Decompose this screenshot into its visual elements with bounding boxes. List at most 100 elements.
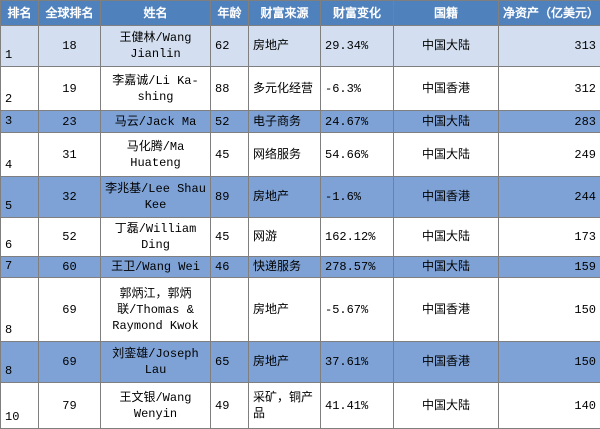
table-cell: 马化腾/Ma Huateng xyxy=(100,132,211,177)
table-cell: 29.34% xyxy=(320,24,394,68)
table-cell: 173 xyxy=(498,217,600,258)
table-cell: 房地产 xyxy=(248,175,321,219)
table-cell: 中国大陆 xyxy=(393,217,499,258)
table-cell: 中国香港 xyxy=(393,66,499,111)
header-cell: 财富来源 xyxy=(248,0,321,26)
table-cell: 3 xyxy=(0,109,39,134)
table-cell: 采矿，铜产品 xyxy=(248,382,321,429)
table-body: 1 18 王健林/Wang Jianlin 62 房地产 29.34% 中国大陆 313 2 19… xyxy=(0,24,600,429)
table-cell: 54.66% xyxy=(320,132,394,177)
header-cell: 排名 xyxy=(0,0,39,26)
table-cell: 王健林/Wang Jianlin xyxy=(100,24,211,68)
table-cell: 41.41% xyxy=(320,382,394,429)
table-row: 6 52 丁磊/William Ding 45 网游 162.12% 中国大陆 173 xyxy=(0,217,600,258)
table-cell: 中国大陆 xyxy=(393,256,499,279)
table-cell: 7 xyxy=(0,256,39,279)
header-cell: 姓名 xyxy=(100,0,211,26)
table-cell: 李兆基/Lee Shau Kee xyxy=(100,175,211,219)
table-cell: 5 xyxy=(0,175,39,219)
table-cell: 23 xyxy=(38,109,101,134)
table-cell: 丁磊/William Ding xyxy=(100,217,211,258)
table-cell: 162.12% xyxy=(320,217,394,258)
table-cell: 中国香港 xyxy=(393,277,499,343)
table-cell: 313 xyxy=(498,24,600,68)
table-cell: 中国大陆 xyxy=(393,382,499,429)
table-cell: 房地产 xyxy=(248,24,321,68)
table-cell: 中国香港 xyxy=(393,341,499,384)
table-cell: 45 xyxy=(210,217,249,258)
table-cell: 10 xyxy=(0,382,39,429)
table-cell: 6 xyxy=(0,217,39,258)
header-cell: 财富变化 xyxy=(320,0,394,26)
table-cell: 32 xyxy=(38,175,101,219)
table-cell: 283 xyxy=(498,109,600,134)
table-cell: 李嘉诚/Li Ka-shing xyxy=(100,66,211,111)
table-row: 8 69 刘銮雄/Joseph Lau 65 房地产 37.61% 中国香港 150 xyxy=(0,341,600,384)
header-cell: 国籍 xyxy=(393,0,499,26)
table-cell: -5.67% xyxy=(320,277,394,343)
table-row: 3 23 马云/Jack Ma 52 电子商务 24.67% 中国大陆 283 xyxy=(0,109,600,134)
table-cell: 房地产 xyxy=(248,277,321,343)
table-cell: 多元化经营 xyxy=(248,66,321,111)
table-cell: 中国大陆 xyxy=(393,109,499,134)
table-cell: 4 xyxy=(0,132,39,177)
table-cell: 244 xyxy=(498,175,600,219)
table-cell: 网络服务 xyxy=(248,132,321,177)
table-cell: 60 xyxy=(38,256,101,279)
table-cell: 312 xyxy=(498,66,600,111)
table-cell: 37.61% xyxy=(320,341,394,384)
table-row: 4 31 马化腾/Ma Huateng 45 网络服务 54.66% 中国大陆 249 xyxy=(0,132,600,177)
table-cell: 52 xyxy=(210,109,249,134)
table-cell: 王卫/Wang Wei xyxy=(100,256,211,279)
table-cell: 150 xyxy=(498,277,600,343)
header-cell: 年龄 xyxy=(210,0,249,26)
table-cell: 2 xyxy=(0,66,39,111)
table-row: 8 69 郭炳江，郭炳联/Thomas & Raymond Kwok 房地产 -5.67… xyxy=(0,277,600,343)
table-cell: 49 xyxy=(210,382,249,429)
table-cell: 郭炳江，郭炳联/Thomas & Raymond Kwok xyxy=(100,277,211,343)
table-cell: 快递服务 xyxy=(248,256,321,279)
table-cell: 电子商务 xyxy=(248,109,321,134)
table-cell: 王文银/Wang Wenyin xyxy=(100,382,211,429)
table-cell: 69 xyxy=(38,341,101,384)
table-cell: 8 xyxy=(0,341,39,384)
table-cell: 150 xyxy=(498,341,600,384)
table-row: 7 60 王卫/Wang Wei 46 快递服务 278.57% 中国大陆 159 xyxy=(0,256,600,279)
table-cell: 159 xyxy=(498,256,600,279)
table-cell: 249 xyxy=(498,132,600,177)
table-cell: 45 xyxy=(210,132,249,177)
table-cell: 140 xyxy=(498,382,600,429)
table-row: 5 32 李兆基/Lee Shau Kee 89 房地产 -1.6% 中国香港 244 xyxy=(0,175,600,219)
table-cell: 中国大陆 xyxy=(393,24,499,68)
table-cell: 房地产 xyxy=(248,341,321,384)
table-row: 1 18 王健林/Wang Jianlin 62 房地产 29.34% 中国大陆 313 xyxy=(0,24,600,68)
header-cell: 全球排名 xyxy=(38,0,101,26)
table-cell: 31 xyxy=(38,132,101,177)
table-cell: 62 xyxy=(210,24,249,68)
table-cell: 65 xyxy=(210,341,249,384)
table-cell: 中国香港 xyxy=(393,175,499,219)
table-row: 2 19 李嘉诚/Li Ka-shing 88 多元化经营 -6.3% 中国香港 312 xyxy=(0,66,600,111)
table-cell: 刘銮雄/Joseph Lau xyxy=(100,341,211,384)
table-cell: 88 xyxy=(210,66,249,111)
table-cell: 79 xyxy=(38,382,101,429)
table-cell xyxy=(210,277,249,343)
table-cell: 69 xyxy=(38,277,101,343)
table-cell: 89 xyxy=(210,175,249,219)
table-cell: -6.3% xyxy=(320,66,394,111)
table-cell: 马云/Jack Ma xyxy=(100,109,211,134)
table-cell: 24.67% xyxy=(320,109,394,134)
table-cell: 中国大陆 xyxy=(393,132,499,177)
table-cell: 278.57% xyxy=(320,256,394,279)
table-cell: -1.6% xyxy=(320,175,394,219)
table-cell: 18 xyxy=(38,24,101,68)
table-cell: 1 xyxy=(0,24,39,68)
table-cell: 19 xyxy=(38,66,101,111)
table-row: 10 79 王文银/Wang Wenyin 49 采矿，铜产品 41.41% 中国大陆 140 xyxy=(0,382,600,429)
table-cell: 网游 xyxy=(248,217,321,258)
table-cell: 52 xyxy=(38,217,101,258)
table-cell: 8 xyxy=(0,277,39,343)
header-row: 排名 全球排名 姓名 年龄 财富来源 财富变化 国籍 净资产（亿美元） xyxy=(0,0,600,26)
